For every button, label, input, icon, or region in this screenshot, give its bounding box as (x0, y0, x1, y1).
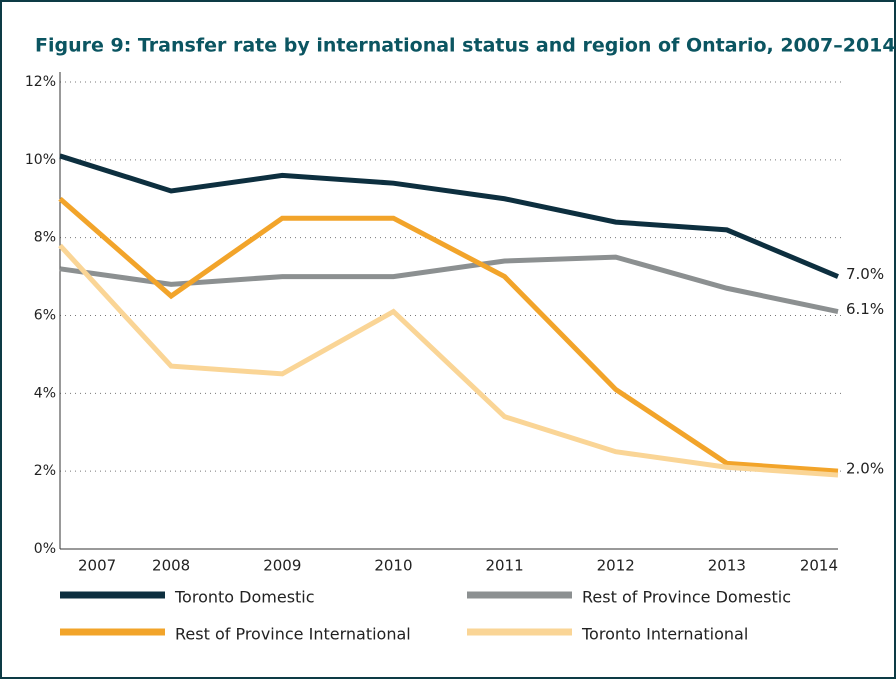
y-tick-label: 10% (25, 152, 56, 168)
data-label: 2.0% (846, 460, 884, 478)
legend-label: Toronto Domestic (174, 588, 315, 607)
y-tick-label: 4% (34, 385, 56, 401)
y-tick-label: 6% (34, 308, 56, 324)
x-tick-label: 2010 (374, 557, 412, 575)
y-tick-label: 2% (34, 463, 56, 479)
y-tick-label: 12% (25, 74, 56, 90)
x-tick-label: 2013 (708, 557, 746, 575)
y-tick-label: 8% (34, 230, 56, 246)
x-tick-label: 2012 (597, 557, 635, 575)
data-label: 6.1% (846, 300, 884, 318)
x-tick-label: 2007 (78, 557, 116, 575)
legend-label: Rest of Province Domestic (582, 588, 791, 607)
data-label: 7.0% (846, 265, 884, 283)
x-tick-label: 2014 (800, 557, 838, 575)
legend-label: Rest of Province International (175, 625, 411, 644)
x-tick-label: 2011 (485, 557, 523, 575)
x-tick-label: 2008 (152, 557, 190, 575)
series-line (58, 243, 839, 478)
series-line (59, 153, 839, 279)
legend-label: Toronto International (581, 625, 748, 644)
x-tick-label: 2009 (263, 557, 301, 575)
series-line (58, 196, 839, 474)
chart-title: Figure 9: Transfer rate by international… (35, 35, 896, 57)
y-tick-label: 0% (34, 541, 56, 557)
